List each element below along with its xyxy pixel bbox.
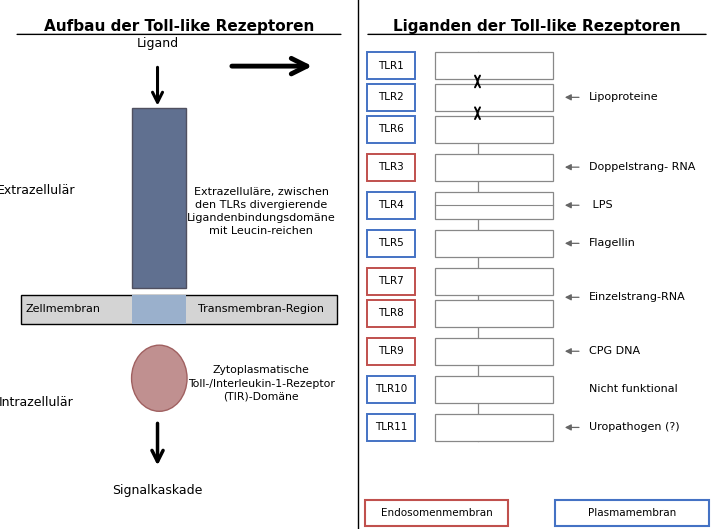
Text: TLR8: TLR8	[378, 308, 404, 318]
Bar	[435, 338, 553, 365]
Text: Zellmembran: Zellmembran	[25, 305, 100, 314]
Bar	[132, 108, 186, 288]
FancyBboxPatch shape	[367, 84, 415, 111]
Text: TLR10: TLR10	[375, 385, 407, 394]
FancyBboxPatch shape	[367, 338, 415, 365]
Text: Aufbau der Toll-like Rezeptoren: Aufbau der Toll-like Rezeptoren	[44, 19, 314, 33]
Text: TLR4: TLR4	[378, 200, 404, 210]
Text: Flagellin: Flagellin	[589, 239, 636, 248]
FancyBboxPatch shape	[367, 376, 415, 403]
Text: TLR2: TLR2	[378, 93, 404, 102]
FancyBboxPatch shape	[367, 115, 415, 143]
FancyBboxPatch shape	[367, 191, 415, 219]
FancyBboxPatch shape	[367, 230, 415, 257]
FancyBboxPatch shape	[367, 153, 415, 181]
Text: Intrazellulär: Intrazellulär	[0, 396, 73, 408]
Bar	[435, 153, 553, 181]
Text: Ligand: Ligand	[137, 37, 178, 50]
Bar	[435, 268, 553, 295]
FancyBboxPatch shape	[367, 414, 415, 441]
Bar	[435, 376, 553, 403]
Text: TLR11: TLR11	[375, 423, 407, 432]
Text: Nicht funktional: Nicht funktional	[589, 385, 677, 394]
Text: CPG DNA: CPG DNA	[589, 346, 640, 356]
Bar	[435, 414, 553, 441]
Text: Plasmamembran: Plasmamembran	[588, 508, 676, 518]
Text: Uropathogen (?): Uropathogen (?)	[589, 423, 679, 432]
Text: LPS: LPS	[589, 200, 612, 210]
Text: Transmembran-Region: Transmembran-Region	[198, 305, 324, 314]
Bar	[435, 299, 553, 327]
Text: Endosomenmembran: Endosomenmembran	[381, 508, 493, 518]
Text: TLR9: TLR9	[378, 346, 404, 356]
Text: TLR6: TLR6	[378, 124, 404, 134]
Text: Signalkaskade: Signalkaskade	[112, 485, 203, 497]
Text: TLR5: TLR5	[378, 239, 404, 248]
Text: Extrazellulär: Extrazellulär	[0, 184, 75, 197]
Bar	[21, 295, 337, 324]
FancyBboxPatch shape	[367, 268, 415, 295]
Bar	[435, 52, 553, 79]
Bar	[132, 295, 186, 324]
Bar	[435, 115, 553, 143]
Ellipse shape	[132, 345, 187, 412]
Text: Lipoproteine: Lipoproteine	[589, 93, 659, 102]
Text: Extrazelluläre, zwischen
den TLRs divergierende
Ligandenbindungsdomäne
mit Leuci: Extrazelluläre, zwischen den TLRs diverg…	[187, 187, 336, 236]
Text: TLR7: TLR7	[378, 277, 404, 286]
FancyBboxPatch shape	[555, 500, 709, 526]
Text: Einzelstrang-RNA: Einzelstrang-RNA	[589, 293, 686, 302]
Bar	[435, 230, 553, 257]
FancyBboxPatch shape	[365, 500, 508, 526]
Text: TLR1: TLR1	[378, 61, 404, 70]
Bar	[435, 191, 553, 219]
Text: Doppelstrang- RNA: Doppelstrang- RNA	[589, 162, 695, 172]
FancyBboxPatch shape	[367, 299, 415, 327]
Text: TLR3: TLR3	[378, 162, 404, 172]
Text: Zytoplasmatische
Toll-/Interleukin-1-Rezeptor
(TIR)-Domäne: Zytoplasmatische Toll-/Interleukin-1-Rez…	[188, 366, 335, 402]
Bar	[435, 84, 553, 111]
FancyBboxPatch shape	[367, 52, 415, 79]
Text: Liganden der Toll-like Rezeptoren: Liganden der Toll-like Rezeptoren	[393, 19, 681, 33]
